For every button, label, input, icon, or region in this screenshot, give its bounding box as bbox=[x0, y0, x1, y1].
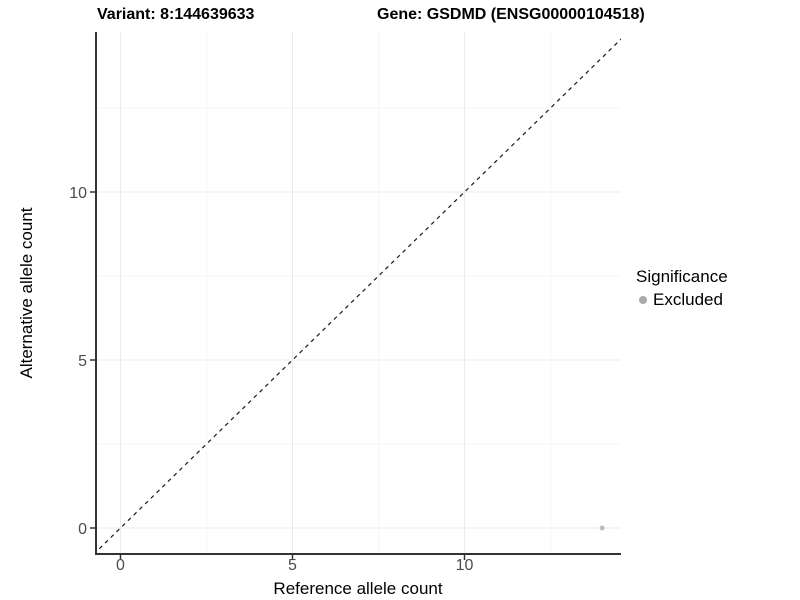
y-tick-label: 0 bbox=[78, 521, 87, 538]
x-tick-label: 0 bbox=[116, 557, 125, 574]
y-tick-label: 10 bbox=[69, 185, 87, 202]
data-point bbox=[599, 525, 605, 531]
legend-item-label: Excluded bbox=[653, 290, 723, 309]
x-tick-label: 5 bbox=[288, 557, 297, 574]
x-tick-label: 10 bbox=[456, 557, 474, 574]
legend-key-dot bbox=[639, 296, 647, 304]
legend-title: Significance bbox=[636, 267, 728, 286]
identity-reference-line bbox=[96, 38, 621, 553]
gene-title: Gene: GSDMD (ENSG00000104518) bbox=[377, 6, 645, 23]
legend-item-excluded: Excluded bbox=[636, 290, 728, 310]
variant-title: Variant: 8:144639633 bbox=[97, 6, 255, 23]
x-axis-title: Reference allele count bbox=[273, 579, 443, 598]
y-tick-label: 5 bbox=[78, 353, 87, 370]
legend: Significance Excluded bbox=[636, 267, 728, 310]
y-axis-title: Alternative allele count bbox=[17, 207, 36, 379]
